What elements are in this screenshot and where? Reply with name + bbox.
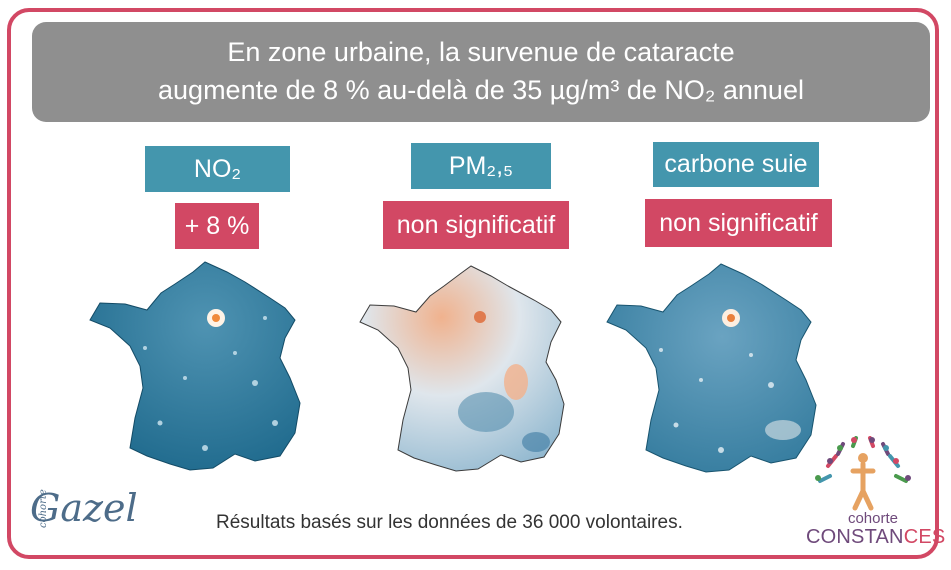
constances-logo-text-b: CES <box>903 526 946 548</box>
constances-logo-text-a: CONSTAN <box>806 526 904 548</box>
pollutant-label-black-carbon: carbone suie <box>653 142 819 187</box>
headline-banner: En zone urbaine, la survenue de cataract… <box>32 22 930 122</box>
footer-text: Résultats basés sur les données de 36 00… <box>216 512 683 533</box>
pollutant-label-pm25: PM₂,₅ <box>411 143 551 189</box>
result-label-no2: + 8 % <box>175 203 259 249</box>
pollutant-label-no2: NO₂ <box>145 146 290 192</box>
headline-line-2: augmente de 8 % au-delà de 35 µg/m³ de N… <box>158 75 804 105</box>
black-carbon-france-map <box>606 263 817 473</box>
result-label-black-carbon: non significatif <box>645 199 832 247</box>
result-label-pm25: non significatif <box>383 201 569 249</box>
pm25-france-map <box>359 265 565 472</box>
constances-logo-text: CONSTANCES <box>806 526 945 549</box>
constances-logo-icon <box>815 436 911 511</box>
outer-frame <box>7 8 939 559</box>
headline-line-1: En zone urbaine, la survenue de cataract… <box>227 37 735 67</box>
gazel-logo: Gazel <box>30 486 138 530</box>
constances-logo-top-text: cohorte <box>847 510 899 527</box>
no2-france-map <box>89 261 301 471</box>
